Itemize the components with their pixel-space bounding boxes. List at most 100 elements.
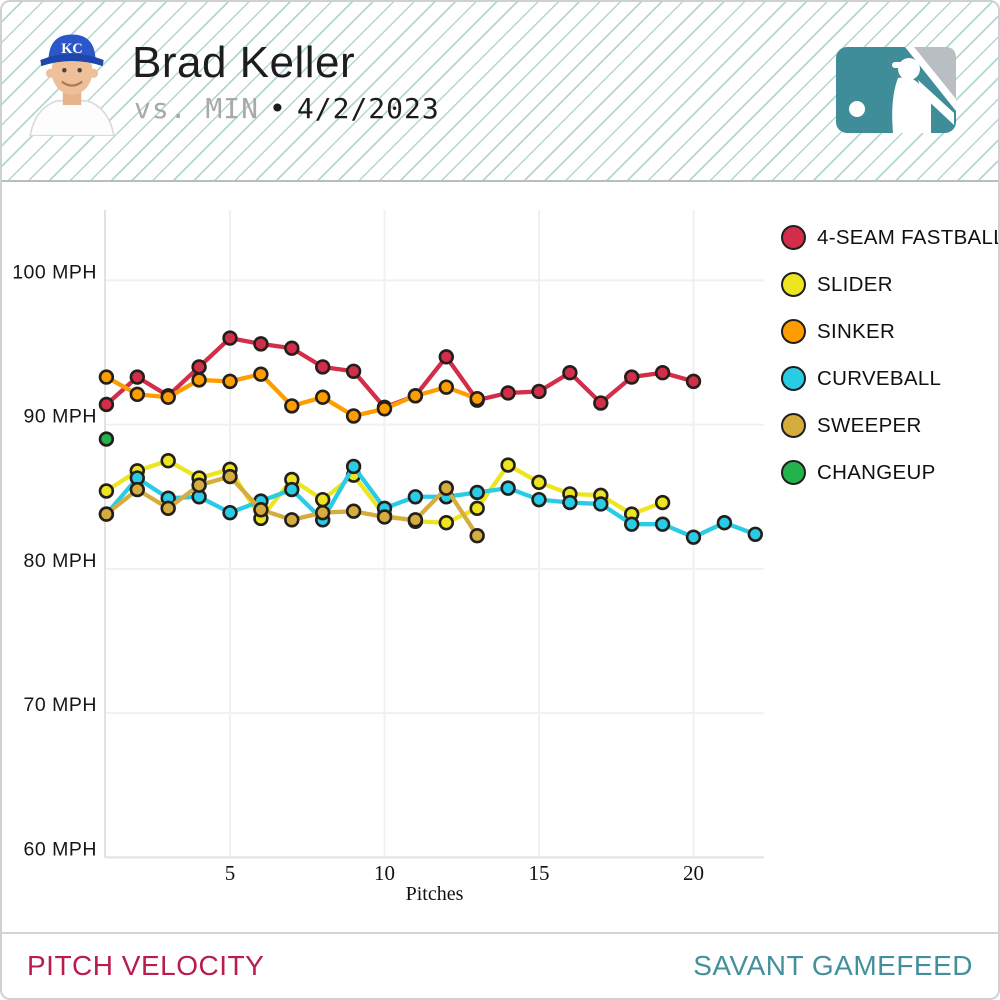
curveball-point-15[interactable]	[531, 491, 547, 508]
sweeper-point-11[interactable]	[407, 512, 424, 528]
curveball-point-22[interactable]	[747, 526, 763, 542]
4-seam-fastball-point-4[interactable]	[191, 359, 207, 375]
curveball-point-20[interactable]	[685, 529, 702, 545]
4-seam-fastball-point-6[interactable]	[253, 336, 269, 352]
slider-point-1[interactable]	[98, 483, 115, 499]
4-seam-fastball-point-20[interactable]	[685, 373, 702, 390]
footer: PITCH VELOCITY SAVANT GAMEFEED	[2, 932, 998, 998]
legend-item-4-seam-fastball[interactable]: 4-SEAM FASTBALL	[781, 225, 998, 250]
slider-point-15[interactable]	[531, 474, 547, 491]
legend-label-curveball: CURVEBALL	[817, 366, 942, 390]
y-tick-label-100: 100 MPH	[12, 261, 97, 283]
legend-label-changeup: CHANGEUP	[817, 460, 936, 484]
pitch-type-legend: 4-SEAM FASTBALL SLIDER SINKER CURVEBALL SWEE…	[781, 225, 998, 485]
sinker-point-5[interactable]	[222, 373, 238, 390]
curveball-point-19[interactable]	[654, 516, 671, 532]
sweeper-point-1[interactable]	[98, 506, 115, 522]
curveball-point-18[interactable]	[623, 516, 640, 532]
curveball-point-16[interactable]	[562, 494, 578, 511]
sweeper-point-13[interactable]	[469, 528, 485, 544]
curveball-point-11[interactable]	[407, 489, 424, 505]
curveball-point-7[interactable]	[284, 481, 300, 498]
player-photo: KC	[29, 34, 115, 136]
legend-item-sinker[interactable]: SINKER	[781, 319, 998, 344]
4-seam-fastball-point-16[interactable]	[562, 365, 578, 381]
y-tick-label-80: 80 MPH	[24, 550, 97, 572]
opponent-label: vs. MIN	[134, 92, 260, 125]
4-seam-fastball-point-8[interactable]	[315, 359, 331, 375]
4-seam-fastball-point-19[interactable]	[654, 365, 671, 381]
sinker-point-10[interactable]	[376, 401, 393, 417]
curveball-point-9[interactable]	[345, 458, 362, 475]
x-tick-label-20: 20	[683, 861, 704, 885]
4-seam-fastball-point-12[interactable]	[438, 349, 454, 365]
4-seam-fastball-point-2[interactable]	[129, 369, 146, 385]
legend-label-sweeper: SWEEPER	[817, 413, 922, 437]
cap-logo-text: KC	[61, 41, 82, 57]
slider-swatch-icon	[781, 272, 806, 297]
slider-point-13[interactable]	[469, 500, 485, 517]
curveball-point-5[interactable]	[222, 504, 238, 521]
slider-point-14[interactable]	[500, 457, 516, 473]
legend-item-sweeper[interactable]: SWEEPER	[781, 413, 998, 438]
curveball-point-14[interactable]	[500, 480, 516, 496]
sinker-point-11[interactable]	[407, 388, 424, 404]
4-seam-fastball-point-7[interactable]	[284, 340, 300, 356]
legend-item-curveball[interactable]: CURVEBALL	[781, 366, 998, 391]
sinker-point-12[interactable]	[438, 379, 454, 395]
sweeper-point-6[interactable]	[253, 502, 269, 518]
slider-point-19[interactable]	[654, 494, 671, 511]
4-seam-fastball-point-18[interactable]	[623, 369, 640, 385]
4-seam-fastball-point-1[interactable]	[98, 396, 115, 413]
slider-point-12[interactable]	[438, 515, 454, 531]
sinker-point-6[interactable]	[253, 366, 269, 382]
sinker-point-2[interactable]	[129, 386, 146, 403]
sinker-point-3[interactable]	[160, 389, 176, 405]
player-jersey	[29, 100, 115, 136]
curveball-swatch-icon	[781, 366, 806, 391]
player-eye	[62, 67, 67, 73]
changeup-point-1[interactable]	[98, 431, 115, 447]
sinker-point-13[interactable]	[469, 390, 485, 407]
4-seam-fastball-swatch-icon	[781, 225, 806, 250]
sweeper-point-8[interactable]	[315, 504, 331, 521]
page-title: Brad Keller	[132, 38, 356, 87]
sweeper-point-7[interactable]	[284, 512, 300, 528]
sweeper-point-4[interactable]	[191, 477, 207, 493]
sweeper-point-5[interactable]	[222, 468, 238, 485]
x-axis-title: Pitches	[406, 883, 464, 905]
sinker-point-9[interactable]	[345, 408, 362, 424]
4-seam-fastball-point-15[interactable]	[531, 383, 547, 400]
player-eye	[77, 67, 82, 73]
sinker-point-4[interactable]	[191, 372, 207, 388]
4-seam-fastball-point-9[interactable]	[345, 363, 362, 379]
game-date: 4/2/2023	[296, 92, 440, 125]
mlb-logo-icon	[836, 47, 956, 133]
slider-point-8[interactable]	[315, 491, 331, 508]
sweeper-point-9[interactable]	[345, 503, 362, 519]
legend-item-slider[interactable]: SLIDER	[781, 272, 998, 297]
sinker-point-1[interactable]	[98, 369, 115, 385]
player-cap-brim	[40, 53, 104, 67]
sinker-point-7[interactable]	[284, 398, 300, 414]
header: KC Brad Keller vs. MIN • 4/2/2023	[2, 2, 998, 182]
sweeper-point-2[interactable]	[129, 481, 146, 498]
curveball-point-21[interactable]	[716, 515, 733, 531]
x-tick-label-10: 10	[374, 861, 395, 885]
x-tick-label-15: 15	[529, 861, 550, 885]
legend-item-changeup[interactable]: CHANGEUP	[781, 460, 998, 485]
curveball-line	[104, 464, 758, 540]
4-seam-fastball-point-5[interactable]	[222, 330, 238, 346]
sweeper-point-3[interactable]	[160, 500, 176, 517]
game-subtitle: vs. MIN • 4/2/2023	[134, 92, 440, 125]
sweeper-point-12[interactable]	[438, 480, 454, 496]
4-seam-fastball-point-14[interactable]	[500, 385, 516, 401]
curveball-point-13[interactable]	[469, 484, 485, 501]
legend-label-sinker: SINKER	[817, 319, 896, 343]
curveball-point-17[interactable]	[593, 496, 609, 512]
sweeper-point-10[interactable]	[376, 509, 393, 525]
sinker-point-8[interactable]	[315, 389, 331, 405]
savant-gamefeed-link[interactable]: SAVANT GAMEFEED	[693, 950, 973, 981]
4-seam-fastball-point-17[interactable]	[593, 395, 609, 411]
slider-point-3[interactable]	[160, 453, 176, 469]
